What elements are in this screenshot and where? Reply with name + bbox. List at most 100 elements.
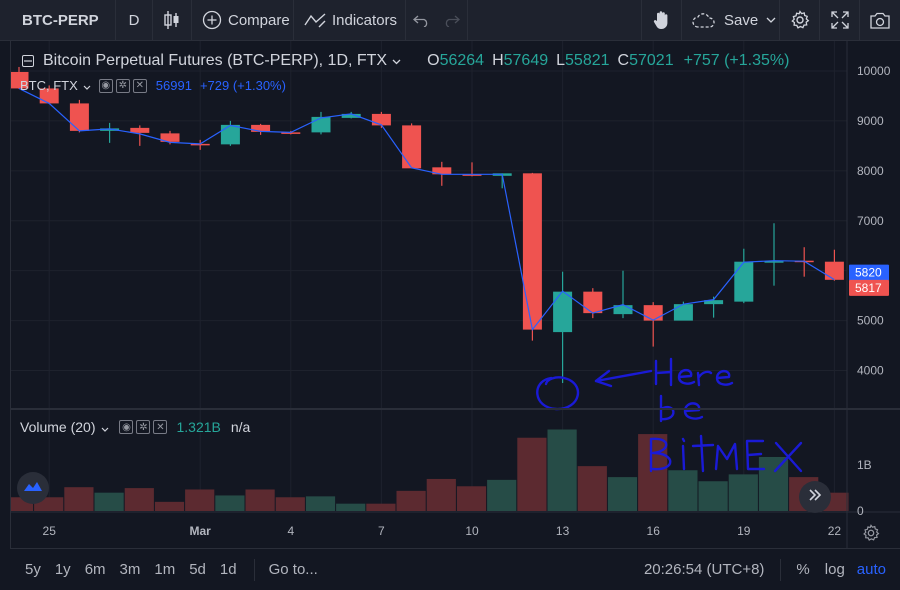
chart-area[interactable]: 4000500060007000800090001000001B25Mar471…	[10, 41, 900, 548]
series-title[interactable]: Bitcoin Perpetual Futures (BTC-PERP), 1D…	[43, 52, 388, 69]
pane-divider[interactable]	[10, 408, 900, 410]
chevron-down-icon[interactable]	[83, 78, 91, 93]
range-button-5y[interactable]: 5y	[25, 561, 41, 578]
range-button-3m[interactable]: 3m	[119, 561, 141, 578]
candle-body	[704, 300, 724, 305]
divider	[780, 558, 782, 581]
goto-button[interactable]: Go to...	[268, 561, 318, 578]
double-chevron-right-icon	[808, 488, 822, 506]
interval-button[interactable]: D	[116, 0, 153, 41]
candle-body	[402, 125, 422, 169]
range-button-1d[interactable]: 1d	[219, 561, 237, 578]
volume-legend: Volume (20) ◉ ✲ ✕ 1.321B n/a	[20, 419, 250, 435]
candle-body	[341, 113, 361, 118]
chart-type-button[interactable]	[153, 0, 192, 41]
cloud-icon	[692, 12, 716, 28]
volume-bar	[607, 477, 638, 511]
snapshot-button[interactable]	[860, 0, 900, 41]
save-button[interactable]: Save	[682, 0, 780, 41]
axis-settings-button[interactable]	[862, 524, 882, 544]
range-button-1y[interactable]: 1y	[54, 561, 71, 578]
scroll-to-realtime-button[interactable]	[799, 481, 831, 513]
auto-scale-toggle[interactable]: auto	[856, 561, 886, 578]
gear-icon[interactable]: ✲	[115, 78, 130, 93]
volume-bar	[426, 478, 456, 511]
annotation-stroke	[683, 402, 704, 420]
gear-icon	[790, 10, 810, 30]
compare-series-value: 56991	[155, 78, 192, 93]
candle-body	[100, 128, 120, 131]
clock-time[interactable]: 20:26:54 (UTC+8)	[643, 561, 765, 578]
undo-button[interactable]	[406, 0, 436, 41]
annotation-stroke	[536, 376, 580, 411]
compare-series-label[interactable]: BTC, FTX	[20, 78, 78, 93]
candle-body	[613, 305, 633, 315]
candle-body	[281, 132, 301, 134]
percent-scale-toggle[interactable]: %	[796, 561, 810, 578]
eye-icon[interactable]: ◉	[119, 420, 134, 434]
price-tick-label: 9000	[857, 114, 884, 128]
symbol-label: BTC-PERP	[22, 11, 99, 29]
volume-bar	[305, 496, 336, 511]
ohlc-open-value: 56264	[439, 52, 485, 69]
candle-body	[522, 173, 542, 330]
compare-button[interactable]: Compare	[192, 0, 294, 41]
gear-icon	[862, 524, 880, 546]
log-scale-toggle[interactable]: log	[824, 561, 845, 578]
range-button-5d[interactable]: 5d	[189, 561, 206, 578]
time-tick-label: 7	[378, 524, 385, 538]
price-chart[interactable]: 4000500060007000800090001000001B25Mar471…	[11, 41, 900, 548]
time-tick-label: Mar	[190, 524, 212, 538]
candle-body	[130, 127, 150, 133]
tradingview-logo-button[interactable]	[17, 472, 49, 504]
annotation-stroke	[677, 368, 696, 385]
undo-icon	[413, 13, 429, 27]
volume-tick-label: 1B	[857, 458, 872, 472]
candlestick-icon	[163, 10, 181, 30]
main-legend: Bitcoin Perpetual Futures (BTC-PERP), 1D…	[22, 52, 789, 70]
volume-extra: n/a	[230, 419, 251, 435]
plus-circle-icon	[202, 10, 222, 30]
hand-icon	[653, 10, 671, 30]
handwritten-annotation	[536, 357, 803, 473]
volume-bar	[758, 456, 789, 511]
price-tick-label: 10000	[857, 64, 891, 78]
compare-last-price-label-bg	[849, 264, 889, 281]
close-icon[interactable]: ✕	[132, 78, 147, 93]
ohlc-close-value: 57021	[629, 52, 674, 69]
time-tick-label: 25	[43, 524, 57, 538]
chevron-down-icon[interactable]	[101, 419, 109, 435]
hand-tool-button[interactable]	[642, 0, 682, 41]
collapse-legend-icon[interactable]	[22, 55, 34, 67]
close-icon[interactable]: ✕	[153, 420, 168, 434]
candle-body	[251, 124, 271, 132]
gear-icon[interactable]: ✲	[136, 420, 151, 434]
redo-button[interactable]	[436, 0, 468, 41]
divider	[253, 558, 255, 581]
volume-bar	[547, 429, 577, 511]
candle-body	[432, 167, 452, 175]
volume-bar	[215, 495, 245, 511]
last-price-label-bg	[849, 279, 889, 296]
range-button-6m[interactable]: 6m	[84, 561, 106, 578]
candle-body	[371, 113, 391, 126]
candle-body	[764, 261, 784, 263]
toolbar-spacer	[468, 0, 642, 41]
volume-label[interactable]: Volume (20)	[20, 419, 96, 435]
settings-button[interactable]	[780, 0, 820, 41]
chevron-down-icon[interactable]	[392, 52, 401, 70]
top-toolbar: BTC-PERP D Compare Indicators Save	[0, 0, 900, 41]
ohlc-open-key: O	[427, 52, 440, 69]
candle-body	[824, 261, 844, 280]
volume-bar	[487, 479, 517, 511]
indicators-button[interactable]: Indicators	[294, 0, 406, 41]
compare-series-line	[18, 87, 835, 332]
range-button-1m[interactable]: 1m	[154, 561, 176, 578]
symbol-search-button[interactable]: BTC-PERP	[0, 0, 116, 41]
time-tick-label: 4	[287, 524, 294, 538]
interval-label: D	[128, 11, 140, 29]
time-tick-label: 10	[465, 524, 479, 538]
eye-icon[interactable]: ◉	[98, 78, 113, 93]
fullscreen-button[interactable]	[820, 0, 860, 41]
volume-bar	[638, 434, 668, 511]
